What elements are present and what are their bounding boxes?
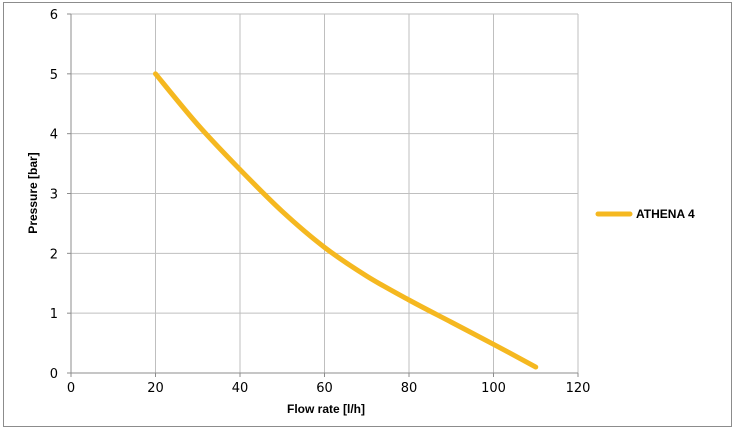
axes — [67, 13, 579, 377]
x-tick-label: 100 — [481, 381, 506, 396]
series-line — [153, 71, 539, 370]
y-axis-label: Pressure [bar] — [26, 152, 40, 233]
x-tick-label: 0 — [67, 381, 75, 396]
x-tick-label: 60 — [316, 381, 333, 396]
x-tick-label: 80 — [401, 381, 418, 396]
y-tick-label: 4 — [50, 128, 58, 143]
x-tick-label: 120 — [566, 381, 591, 396]
y-tick-label: 3 — [50, 188, 58, 203]
x-tick-label: 20 — [147, 381, 164, 396]
x-tick-labels: 0 20 40 60 80 100 120 — [67, 381, 591, 396]
y-tick-label: 2 — [50, 247, 58, 262]
y-tick-label: 1 — [50, 307, 58, 322]
y-tick-label: 5 — [50, 68, 58, 83]
legend: ATHENA 4 — [595, 207, 695, 221]
y-tick-labels: 0 1 2 3 4 5 6 — [50, 8, 58, 382]
legend-label: ATHENA 4 — [636, 207, 695, 221]
y-tick-label: 6 — [50, 8, 58, 23]
gridlines — [71, 13, 579, 373]
x-axis-label: Flow rate [l/h] — [287, 402, 365, 416]
y-tick-label: 0 — [50, 367, 58, 382]
x-tick-label: 40 — [232, 381, 249, 396]
series-layer — [153, 71, 539, 370]
